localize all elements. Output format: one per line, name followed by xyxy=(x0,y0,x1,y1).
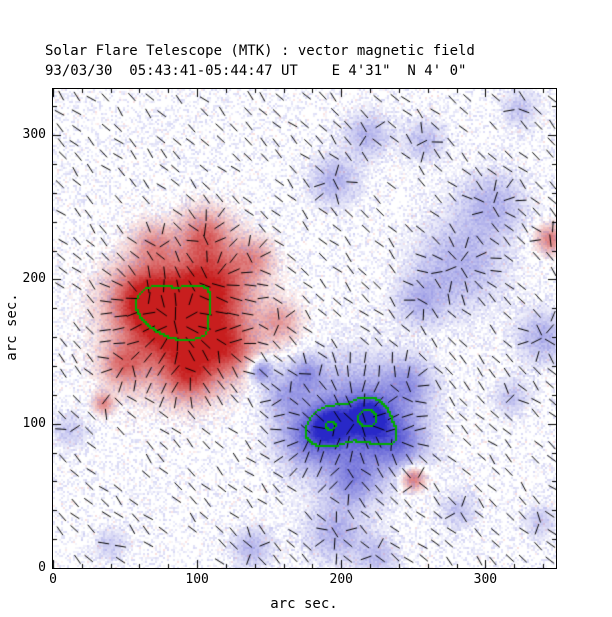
y-tick-label: 300 xyxy=(22,127,46,143)
y-tick-label: 0 xyxy=(38,560,46,575)
y-tick-label: 200 xyxy=(22,271,46,287)
x-tick-label: 0 xyxy=(49,572,57,587)
y-axis-label: arc sec. xyxy=(4,293,20,361)
x-tick-label: 100 xyxy=(185,572,209,587)
field-canvas xyxy=(53,89,556,568)
x-tick-label: 300 xyxy=(473,572,498,587)
y-tick-label: 100 xyxy=(22,415,46,431)
figure-subtitle: 93/03/30 05:43:41-05:44:47 UT E 4'31" N … xyxy=(45,63,467,79)
x-axis-label: arc sec. xyxy=(270,596,338,612)
figure-title: Solar Flare Telescope (MTK) : vector mag… xyxy=(45,43,475,59)
plot-frame xyxy=(52,88,557,569)
x-tick-label: 200 xyxy=(329,572,353,587)
